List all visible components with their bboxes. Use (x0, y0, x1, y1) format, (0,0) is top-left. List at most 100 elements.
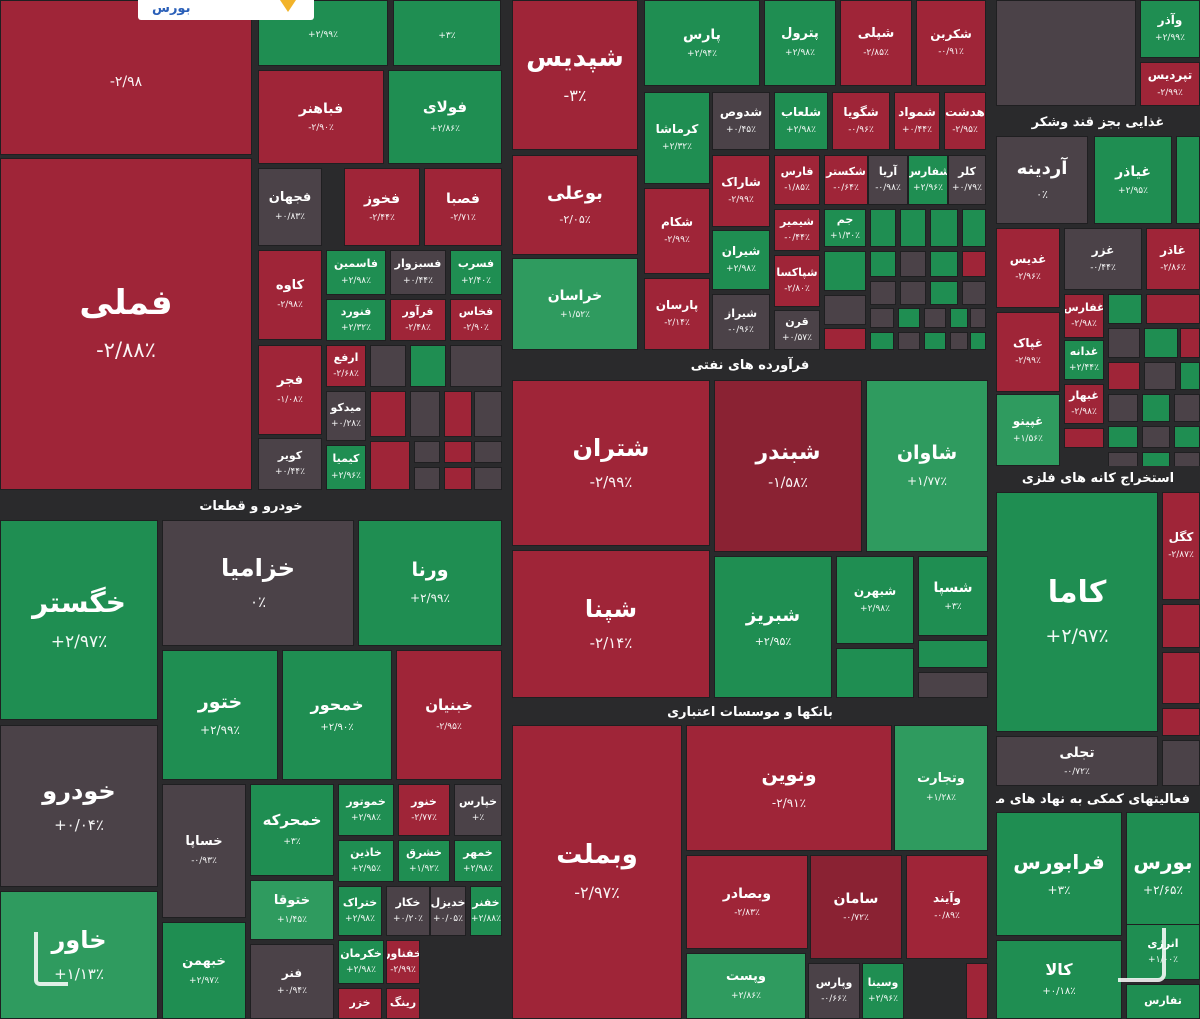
stock-tile[interactable]: شگویا -۰/۹۶٪ (832, 92, 890, 150)
stock-tile[interactable]: پارس +۲/۹۴٪ (644, 0, 760, 86)
stock-tile[interactable]: پارسان -۲/۱۴٪ (644, 278, 710, 350)
stock-tile[interactable]: خکرمان +۲/۹۸٪ (338, 940, 384, 984)
stock-tile[interactable]: خزر (338, 988, 382, 1019)
stock-tile[interactable]: غپینو +۱/۵۶٪ (996, 394, 1060, 466)
stock-tile[interactable]: وپارس -۰/۶۶٪ (808, 963, 860, 1019)
stock-tile[interactable]: شاراک -۲/۹۹٪ (712, 155, 770, 227)
stock-tile[interactable]: خفنر +۲/۸۸٪ (470, 886, 502, 936)
stock-tile[interactable]: خشرق +۱/۹۲٪ (398, 840, 450, 882)
stock-tile[interactable]: فصبا -۲/۷۱٪ (424, 168, 502, 246)
stock-tile[interactable]: فخاس -۲/۹۰٪ (450, 299, 502, 341)
stock-tile[interactable]: تفارس (1126, 984, 1200, 1019)
stock-tile[interactable]: خزامیا ۰٪ (162, 520, 354, 646)
stock-tile[interactable]: شسپا +۳٪ (918, 556, 988, 636)
stock-tile[interactable]: غبهار -۲/۹۸٪ (1064, 384, 1104, 424)
stock-tile[interactable]: فرآور -۲/۴۸٪ (390, 299, 446, 341)
stock-tile[interactable]: بورس +۲/۶۵٪ (1126, 812, 1200, 936)
stock-tile[interactable]: خگستر +۲/۹۷٪ (0, 520, 158, 720)
stock-tile[interactable]: کرماشا +۲/۳۲٪ (644, 92, 710, 184)
stock-tile[interactable]: شمواد +۰/۴۴٪ (894, 92, 940, 150)
stock-tile[interactable]: فملی -۲/۸۸٪ (0, 158, 252, 490)
stock-tile[interactable]: پترول +۲/۹۸٪ (764, 0, 836, 86)
stock-tile[interactable]: جم +۱/۳۰٪ (824, 209, 866, 247)
stock-tile[interactable]: شاوان +۱/۷۷٪ (866, 380, 988, 552)
stock-tile[interactable]: شبریز +۲/۹۵٪ (714, 556, 832, 698)
stock-tile[interactable]: سامان -۰/۷۲٪ (810, 855, 902, 959)
stock-tile[interactable]: شفارس +۲/۹۶٪ (908, 155, 948, 205)
stock-tile[interactable]: فسرب +۲/۴۰٪ (450, 250, 502, 295)
stock-tile[interactable]: میدکو +۰/۲۸٪ (326, 391, 366, 441)
stock-tile[interactable]: ختوقا +۱/۴۵٪ (250, 880, 334, 940)
stock-tile[interactable]: رینگ (386, 988, 420, 1019)
stock-tile[interactable]: -۲/۹۸ (0, 0, 252, 155)
stock-tile[interactable]: غاذر -۲/۸۶٪ (1146, 228, 1200, 290)
stock-tile[interactable]: قرن +۰/۵۷٪ (774, 310, 820, 350)
stock-tile[interactable]: فاسمین +۲/۹۸٪ (326, 250, 386, 295)
stock-tile[interactable]: کاوه -۲/۹۸٪ (258, 250, 322, 340)
stock-tile[interactable]: شبندر -۱/۵۸٪ (714, 380, 862, 552)
stock-tile[interactable]: کویر +۰/۴۴٪ (258, 438, 322, 490)
stock-tile[interactable]: خودرو +۰/۰۴٪ (0, 725, 158, 887)
stock-tile[interactable]: فخوز -۲/۴۴٪ (344, 168, 420, 246)
stock-tile[interactable]: فولای +۲/۸۶٪ (388, 70, 502, 164)
stock-tile[interactable]: شپدیس -۳٪ (512, 0, 638, 150)
stock-tile[interactable]: خراسان +۱/۵۲٪ (512, 258, 638, 350)
stock-tile[interactable]: کالا +۰/۱۸٪ (996, 940, 1122, 1019)
stock-tile[interactable]: خاذین +۲/۹۵٪ (338, 840, 394, 882)
stock-tile[interactable]: آردینه ۰٪ (996, 136, 1088, 224)
stock-tile[interactable]: شکستر -۰/۶۴٪ (824, 155, 868, 205)
stock-tile[interactable]: فسبزوار +۰/۴۴٪ (390, 250, 446, 295)
stock-tile[interactable]: خمحرکه +۳٪ (250, 784, 334, 876)
stock-tile[interactable]: وبصادر -۲/۸۳٪ (686, 855, 808, 949)
stock-tile[interactable]: ونوین -۲/۹۱٪ (686, 725, 892, 851)
stock-tile[interactable]: غپاک -۲/۹۹٪ (996, 312, 1060, 392)
stock-tile[interactable]: ارفع -۲/۶۸٪ (326, 345, 366, 387)
stock-tile[interactable]: کاما +۲/۹۷٪ (996, 492, 1158, 732)
stock-tile[interactable]: خبهمن +۲/۹۷٪ (162, 922, 246, 1019)
stock-tile[interactable]: فرابورس +۳٪ (996, 812, 1122, 936)
stock-tile[interactable]: فباهنر -۲/۹۰٪ (258, 70, 384, 164)
stock-tile[interactable]: شلعاب +۲/۹۸٪ (774, 92, 828, 150)
stock-tile[interactable]: وآیند -۰/۸۹٪ (906, 855, 988, 959)
stock-tile[interactable]: ختور +۲/۹۹٪ (162, 650, 278, 780)
stock-tile[interactable]: فجهان +۰/۸۳٪ (258, 168, 322, 246)
stock-tile[interactable]: تجلی -۰/۷۲٪ (996, 736, 1158, 786)
stock-tile[interactable]: وپست +۲/۸۶٪ (686, 953, 806, 1019)
stock-tile[interactable]: خبنیان -۲/۹۵٪ (396, 650, 502, 780)
stock-tile[interactable]: غیاذر +۲/۹۵٪ (1094, 136, 1172, 224)
stock-tile[interactable]: شپاکسا -۲/۸۰٪ (774, 255, 820, 307)
stock-tile[interactable]: وتجارت +۱/۲۸٪ (894, 725, 988, 851)
stock-tile[interactable]: خپارس +٪ (454, 784, 502, 836)
stock-tile[interactable]: آریا -۰/۹۸٪ (868, 155, 908, 205)
stock-tile[interactable]: شدوص +۰/۴۵٪ (712, 92, 770, 150)
stock-tile[interactable]: فارس -۱/۸۵٪ (774, 155, 820, 205)
stock-tile[interactable]: خموتور +۲/۹۸٪ (338, 784, 394, 836)
stock-tile[interactable]: غدانه +۲/۴۴٪ (1064, 340, 1104, 380)
stock-tile[interactable]: خاور +۱/۱۳٪ (0, 891, 158, 1019)
stock-tile[interactable]: فنورد +۲/۳۲٪ (326, 299, 386, 341)
stock-tile[interactable]: خفناور -۲/۹۹٪ (386, 940, 420, 984)
stock-tile[interactable]: هدشت -۲/۹۵٪ (944, 92, 986, 150)
stock-tile[interactable]: خدیزل +۰/۰۵٪ (430, 886, 466, 936)
stock-tile[interactable]: ورنا +۲/۹۹٪ (358, 520, 502, 646)
stock-tile[interactable]: شتران -۲/۹۹٪ (512, 380, 710, 546)
stock-tile[interactable]: شکام -۲/۹۹٪ (644, 188, 710, 274)
stock-tile[interactable]: خکار +۰/۲۰٪ (386, 886, 430, 936)
stock-tile[interactable]: وسینا +۲/۹۶٪ (862, 963, 904, 1019)
stock-tile[interactable]: کگل -۲/۸۷٪ (1162, 492, 1200, 600)
stock-tile[interactable]: خمهر +۲/۹۸٪ (454, 840, 502, 882)
stock-tile[interactable]: بوعلی -۲/۰۵٪ (512, 155, 638, 255)
stock-tile[interactable]: شیران +۲/۹۸٪ (712, 230, 770, 290)
stock-tile[interactable]: کلر +۰/۷۹٪ (948, 155, 986, 205)
stock-tile[interactable]: غزر -۰/۴۴٪ (1064, 228, 1142, 290)
stock-tile[interactable]: وبملت -۲/۹۷٪ (512, 725, 682, 1019)
stock-tile[interactable]: شکربن -۰/۹۱٪ (916, 0, 986, 86)
stock-tile[interactable]: ختراک +۲/۹۸٪ (338, 886, 382, 936)
stock-tile[interactable]: شبهرن +۲/۹۸٪ (836, 556, 914, 644)
stock-tile[interactable]: غفارس -۲/۹۸٪ (1064, 294, 1104, 338)
stock-tile[interactable]: خنور -۲/۷۷٪ (398, 784, 450, 836)
stock-tile[interactable]: شیمیر -۰/۴۴٪ (774, 209, 820, 251)
stock-tile[interactable]: شیراز -۰/۹۶٪ (712, 294, 770, 350)
stock-tile[interactable]: +۳٪ (393, 0, 501, 66)
stock-tile[interactable]: فجر -۱/۰۸٪ (258, 345, 322, 435)
